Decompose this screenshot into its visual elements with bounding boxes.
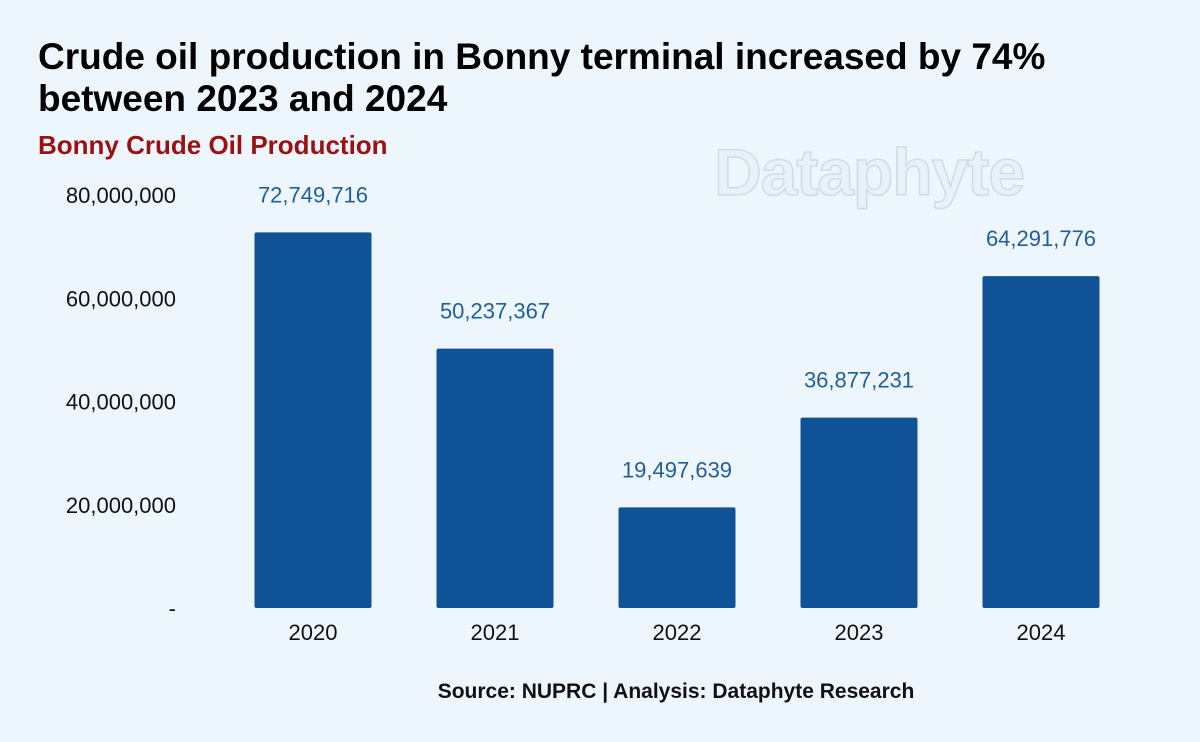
data-label-2023: 36,877,231 <box>804 368 914 393</box>
data-label-2024: 64,291,776 <box>986 226 1096 251</box>
x-tick-label: 2021 <box>471 620 520 645</box>
y-tick-label: 20,000,000 <box>66 493 176 518</box>
x-tick-label: 2022 <box>653 620 702 645</box>
bar-2021 <box>436 348 554 608</box>
x-tick-label: 2024 <box>1017 620 1066 645</box>
bar-2022 <box>618 507 736 608</box>
y-tick-label: - <box>169 596 176 621</box>
x-tick-label: 2020 <box>289 620 338 645</box>
bar-2024 <box>982 276 1100 608</box>
dataphyte-watermark: Dataphyte <box>713 134 1026 210</box>
chart-subtitle: Bonny Crude Oil Production <box>38 130 388 160</box>
bar-2023 <box>800 417 918 608</box>
bar-2020 <box>254 232 372 608</box>
data-label-2022: 19,497,639 <box>622 457 732 482</box>
y-tick-label: 80,000,000 <box>66 183 176 208</box>
data-label-2020: 72,749,716 <box>258 182 368 207</box>
y-tick-label: 60,000,000 <box>66 286 176 311</box>
x-tick-label: 2023 <box>835 620 884 645</box>
y-tick-label: 40,000,000 <box>66 390 176 415</box>
chart-title: Crude oil production in Bonny terminal i… <box>38 36 1046 119</box>
source-note: Source: NUPRC | Analysis: Dataphyte Rese… <box>437 680 915 703</box>
data-label-2021: 50,237,367 <box>440 299 550 324</box>
